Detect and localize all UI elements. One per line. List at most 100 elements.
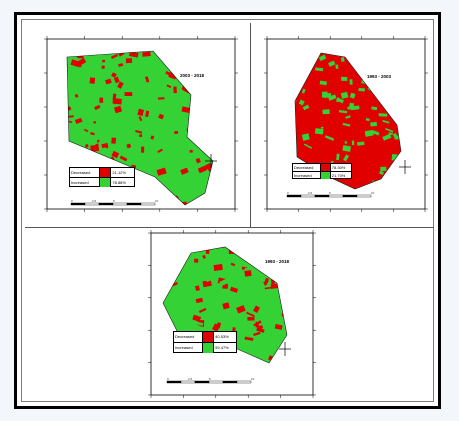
panel-title: 1993 - 2018 <box>265 259 290 264</box>
change-patch <box>110 53 119 59</box>
change-patch <box>229 280 236 285</box>
change-patch <box>378 113 388 117</box>
change-patch <box>230 262 236 267</box>
change-patch <box>233 298 239 305</box>
change-patch <box>74 117 83 124</box>
change-patch <box>249 283 253 290</box>
scale-bar-label: 2.5 <box>188 377 193 381</box>
change-patch <box>219 312 225 320</box>
change-patch <box>258 316 264 324</box>
change-patch <box>119 155 128 162</box>
change-patch <box>322 109 330 115</box>
change-patch <box>102 59 106 63</box>
scale-bar-segment <box>208 380 224 384</box>
legend-swatch-increased <box>100 178 112 187</box>
change-patch <box>320 126 324 129</box>
study-area-fill <box>295 53 401 189</box>
change-patch <box>314 128 324 135</box>
scale-bar-segment <box>98 202 114 206</box>
legend-percent: 21.70% <box>331 172 346 178</box>
change-patch <box>328 94 337 101</box>
change-patch <box>379 170 384 175</box>
change-map-1993-2018: 0 2.5 5 10 <box>148 230 316 398</box>
scale-bar-segment <box>126 202 142 206</box>
legend-label: Decreased <box>174 332 204 342</box>
change-patch <box>236 305 246 314</box>
change-patch <box>94 104 101 111</box>
change-patch <box>194 258 199 263</box>
change-patch <box>182 277 188 282</box>
change-patch <box>111 150 120 159</box>
change-patch <box>158 113 165 120</box>
change-patch <box>340 91 349 99</box>
scale-bar-label: 10 <box>371 191 375 195</box>
change-patch <box>349 79 353 85</box>
figure-outer-frame: 0 2.5 5 10 2003 - 2018 Decreased 21.12% Inc… <box>14 12 441 409</box>
change-patch <box>382 119 390 124</box>
change-patch <box>370 121 378 127</box>
panel-divider-horizontal <box>25 227 434 228</box>
change-patch <box>180 314 184 319</box>
change-patch <box>173 86 177 94</box>
change-patch <box>219 278 230 287</box>
map-panel-1993-2003: 0 2.5 5 10 1993 - 2003 Decreased 78.30% Inc… <box>257 29 432 225</box>
scale-bar-label: 10 <box>251 377 255 381</box>
change-patch <box>256 327 265 333</box>
change-patch <box>236 273 242 277</box>
panel-title: 1993 - 2003 <box>367 74 392 79</box>
legend-label: Decreased <box>70 168 101 177</box>
change-patch <box>205 275 214 282</box>
change-patch <box>156 167 167 176</box>
change-patch <box>270 347 279 354</box>
scale-bar-segment <box>140 202 156 206</box>
change-patch <box>345 115 351 119</box>
change-patch <box>93 121 97 124</box>
change-map-1993-2003: 0 2.5 5 10 <box>264 36 428 212</box>
change-patch <box>83 128 89 133</box>
change-patch <box>264 286 273 290</box>
map-panel-1993-2018: 0 2.5 5 10 1993 - 2018 Decreased 40.53% Inc… <box>141 223 321 403</box>
change-patch <box>262 332 269 338</box>
change-patch <box>239 320 249 327</box>
change-patch <box>166 84 172 89</box>
change-patch <box>105 78 112 85</box>
change-patch <box>392 132 399 140</box>
change-patch <box>247 316 255 321</box>
change-patch <box>101 142 109 149</box>
change-patch <box>174 130 179 135</box>
change-patch <box>181 106 191 114</box>
change-patch <box>137 108 145 117</box>
change-patch <box>178 273 186 281</box>
change-map-2003-2018: 0 2.5 5 10 <box>44 36 238 212</box>
change-patch <box>145 110 150 118</box>
change-patch <box>77 57 87 66</box>
legend-box: Decreased 40.53% Increased 59.47% <box>173 331 237 353</box>
change-patch <box>340 57 345 62</box>
change-patch <box>194 285 200 292</box>
change-patch <box>117 81 124 89</box>
legend-swatch-increased <box>320 172 331 179</box>
change-patch <box>315 67 324 72</box>
change-patch <box>118 63 124 67</box>
change-patch <box>150 135 155 140</box>
change-patch <box>96 139 100 143</box>
scale-bar-segment <box>84 202 100 206</box>
change-patch <box>213 264 223 271</box>
change-patch <box>241 285 245 291</box>
change-patch <box>125 58 133 64</box>
change-patch <box>90 144 100 152</box>
change-patch <box>253 320 262 327</box>
scale-bar-label: 2.5 <box>308 191 313 195</box>
change-patch <box>274 324 283 330</box>
study-area-outline <box>66 50 214 206</box>
legend-row-increased: Increased 21.70% <box>293 172 351 179</box>
change-patch <box>235 324 240 331</box>
change-patch <box>99 97 104 103</box>
change-patch <box>303 143 313 149</box>
change-patch <box>298 99 305 106</box>
change-patch <box>124 92 133 97</box>
change-patch <box>90 131 95 136</box>
change-patch <box>323 92 332 99</box>
change-patch <box>343 154 350 162</box>
change-patch <box>246 311 255 318</box>
